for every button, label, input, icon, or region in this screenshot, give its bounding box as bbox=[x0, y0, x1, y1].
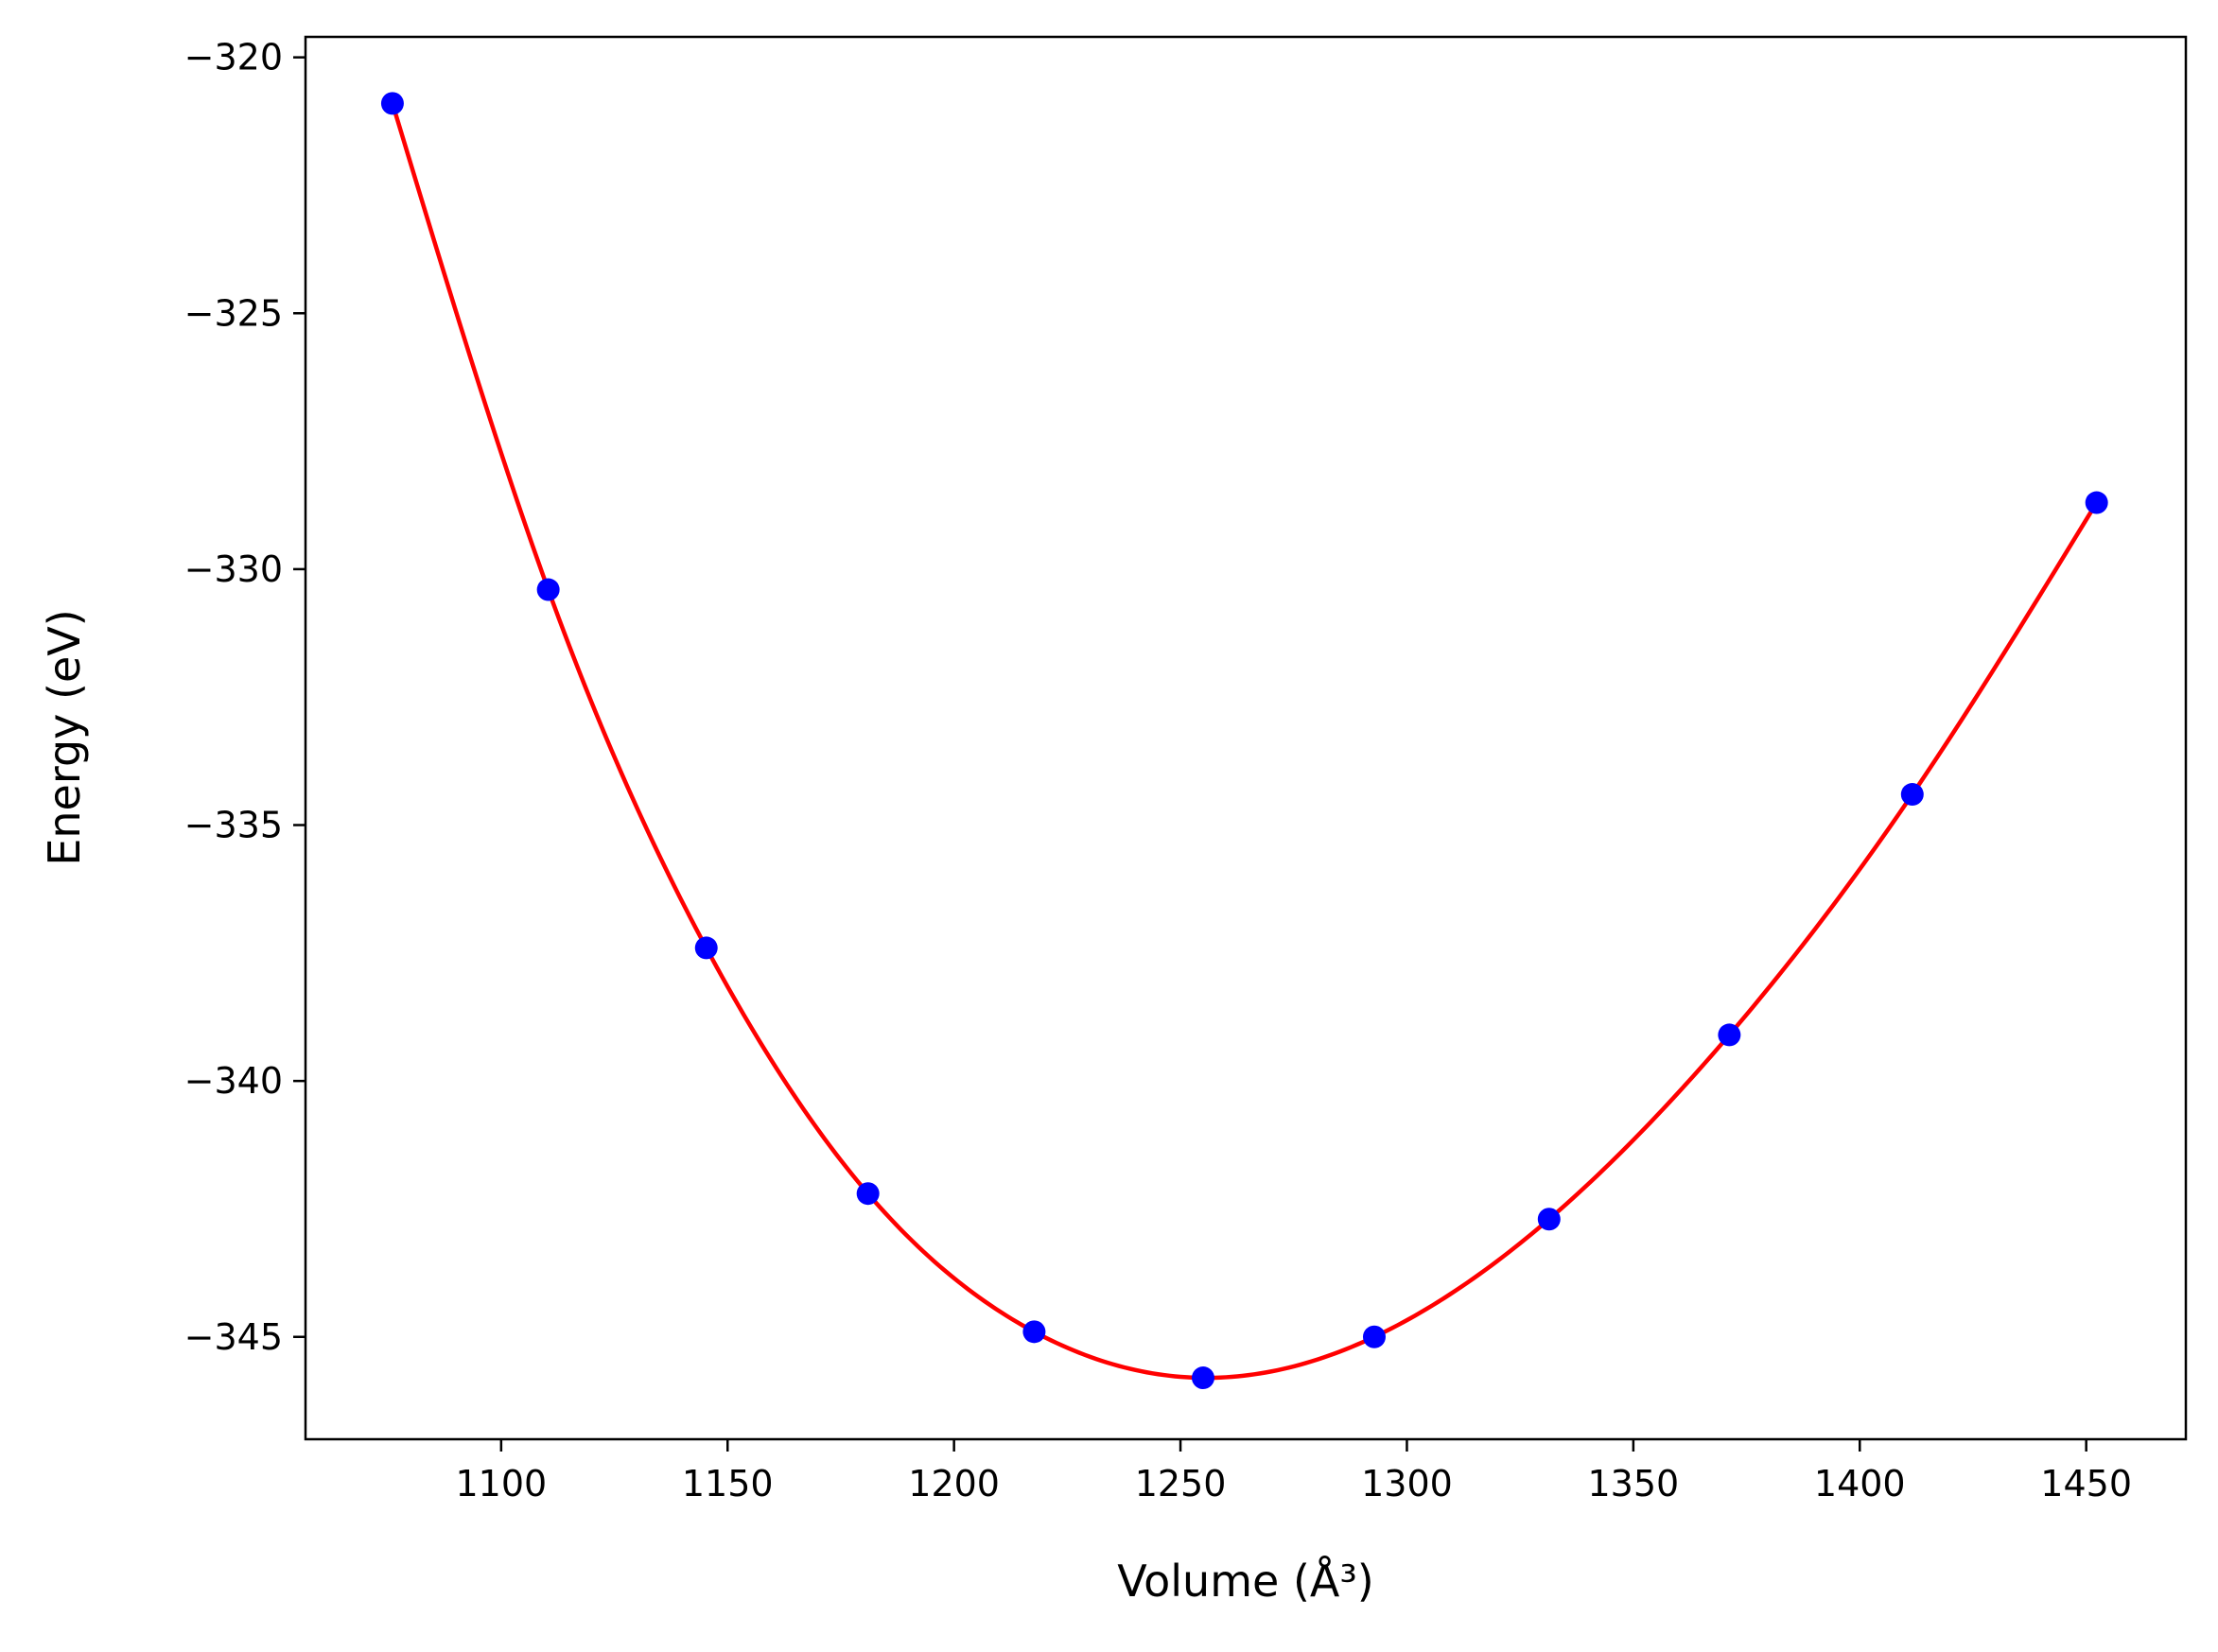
data-point bbox=[1537, 1208, 1561, 1231]
y-tick-label: −330 bbox=[184, 548, 283, 590]
data-point bbox=[1362, 1325, 1386, 1348]
data-point bbox=[1022, 1320, 1046, 1344]
plot-area-frame bbox=[304, 35, 2188, 1441]
data-point bbox=[694, 936, 718, 960]
data-point bbox=[856, 1182, 880, 1206]
data-point bbox=[1900, 783, 1924, 807]
data-point bbox=[1718, 1023, 1741, 1047]
x-axis-ticks: 1100 1150 1200 1250 1300 1350 1400 1450 bbox=[455, 1439, 2132, 1504]
data-point bbox=[2085, 491, 2108, 514]
data-point bbox=[1191, 1366, 1214, 1390]
x-tick-label: 1350 bbox=[1587, 1463, 1679, 1504]
y-axis-label: Energy (eV) bbox=[39, 609, 90, 865]
x-tick-label: 1450 bbox=[2040, 1463, 2132, 1504]
x-tick-label: 1250 bbox=[1135, 1463, 1227, 1504]
x-tick-label: 1300 bbox=[1361, 1463, 1453, 1504]
x-tick-label: 1150 bbox=[682, 1463, 774, 1504]
y-tick-label: −320 bbox=[184, 37, 283, 78]
data-point bbox=[380, 92, 404, 115]
x-tick-label: 1100 bbox=[455, 1463, 547, 1504]
plot-layer bbox=[380, 92, 2108, 1390]
data-point bbox=[536, 578, 560, 601]
y-tick-label: −325 bbox=[184, 292, 283, 334]
y-axis-ticks: −345 −340 −335 −330 −325 −320 bbox=[184, 37, 306, 1358]
x-axis-label: Volume (Å³) bbox=[1117, 1556, 1374, 1607]
y-tick-label: −340 bbox=[184, 1060, 283, 1102]
y-tick-label: −335 bbox=[184, 805, 283, 846]
y-tick-label: −345 bbox=[184, 1316, 283, 1358]
x-tick-label: 1200 bbox=[908, 1463, 1000, 1504]
x-tick-label: 1400 bbox=[1814, 1463, 1906, 1504]
